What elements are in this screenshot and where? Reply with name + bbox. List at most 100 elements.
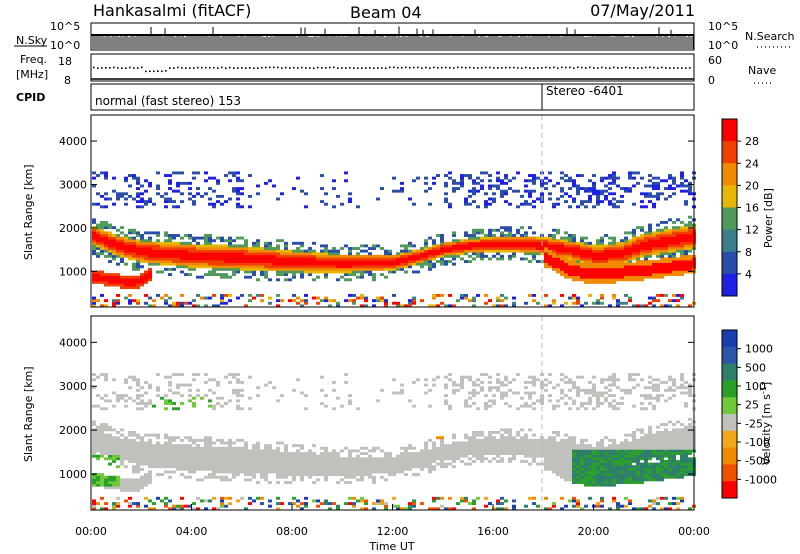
velocity-cell — [248, 473, 252, 477]
power-cell — [148, 270, 152, 274]
power-cell — [676, 244, 680, 248]
power-cell — [344, 257, 348, 261]
power-cell — [264, 257, 268, 261]
velocity-cell — [528, 454, 532, 458]
power-cell — [416, 254, 420, 258]
power-cell — [560, 265, 564, 269]
velocity-cell — [488, 436, 492, 440]
velocity-cell — [128, 481, 132, 484]
velocity-cell — [360, 507, 364, 511]
velocity-cell — [348, 459, 352, 463]
velocity-cell — [532, 375, 536, 379]
power-cell — [200, 236, 204, 240]
velocity-cell — [96, 502, 100, 506]
power-cell — [592, 278, 596, 282]
power-cell — [512, 239, 516, 243]
power-cell — [176, 241, 180, 245]
velocity-cell — [216, 383, 220, 387]
power-cell — [320, 249, 324, 253]
power-cell — [328, 304, 332, 308]
power-cell — [132, 286, 136, 290]
power-cell — [244, 260, 248, 263]
power-cell — [648, 174, 652, 177]
velocity-cell — [252, 452, 256, 455]
power-cell — [664, 273, 668, 277]
velocity-cell — [184, 436, 188, 440]
power-cell — [584, 275, 588, 279]
power-cell — [100, 278, 104, 282]
velocity-cell — [368, 473, 372, 477]
velocity-cell — [204, 475, 208, 479]
power-cell — [548, 260, 552, 263]
velocity-cell — [192, 373, 196, 376]
velocity-cell — [192, 441, 196, 445]
power-cell — [340, 247, 344, 250]
power-cell — [548, 241, 552, 245]
power-cell — [608, 174, 612, 177]
velocity-cell — [428, 462, 432, 466]
power-cell — [460, 176, 464, 180]
power-cell — [404, 304, 408, 308]
power-cell — [668, 304, 672, 308]
velocity-cell — [240, 465, 244, 469]
freq-dots — [91, 66, 694, 80]
velocity-cell — [476, 438, 480, 442]
power-cell — [464, 260, 468, 263]
power-cell — [128, 257, 132, 261]
nsearch-tick-top: 10^5 — [708, 20, 738, 33]
velocity-cell — [260, 475, 264, 479]
power-cell — [644, 267, 648, 271]
velocity-cell — [304, 459, 308, 463]
velocity-cell — [524, 438, 528, 442]
power-cell — [148, 257, 152, 261]
power-cell — [324, 192, 328, 196]
velocity-cell — [384, 502, 388, 506]
power-cell — [256, 278, 260, 282]
velocity-cell — [496, 454, 500, 458]
power-cell — [400, 257, 404, 261]
power-cell — [224, 265, 228, 269]
power-cell — [136, 205, 140, 209]
velocity-cell — [552, 502, 556, 506]
power-cell — [136, 244, 140, 248]
power-cell — [304, 249, 308, 253]
power-cell — [652, 265, 656, 269]
velocity-cell — [428, 388, 432, 392]
power-cell — [600, 275, 604, 279]
velocity-cell — [168, 436, 172, 440]
velocity-cell — [476, 383, 480, 387]
velocity-cell — [388, 470, 392, 474]
power-cell — [440, 252, 444, 256]
velocity-cell — [124, 452, 128, 455]
power-cell — [180, 252, 184, 256]
power-cell — [320, 257, 324, 261]
velocity-cell — [204, 394, 208, 398]
power-cell — [100, 236, 104, 240]
power-cell — [556, 249, 560, 253]
power-cell — [688, 247, 692, 250]
velocity-cell — [100, 483, 104, 487]
power-cell — [136, 299, 140, 303]
velocity-cell — [504, 449, 508, 453]
power-cell — [676, 265, 680, 269]
power-cell — [252, 247, 256, 250]
power-cell — [680, 249, 684, 253]
power-cell — [264, 260, 268, 263]
power-cell — [432, 247, 436, 250]
freq-dot — [233, 67, 235, 69]
velocity-cell — [144, 462, 148, 466]
velocity-cell — [316, 462, 320, 466]
velocity-cell — [428, 467, 432, 471]
power-cell — [576, 252, 580, 256]
power-cell — [192, 299, 196, 303]
power-cell — [300, 189, 304, 193]
velocity-cell — [240, 459, 244, 463]
power-cell — [204, 260, 208, 263]
velocity-cell — [452, 452, 456, 455]
power-cell — [628, 171, 632, 175]
velocity-cell — [244, 457, 248, 461]
power-cell — [404, 249, 408, 253]
freq-dot — [133, 67, 135, 69]
freq-dot — [329, 66, 331, 69]
